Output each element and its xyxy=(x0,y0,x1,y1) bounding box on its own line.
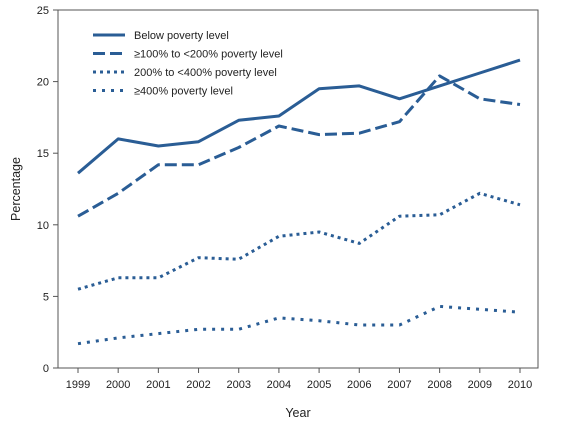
series-line xyxy=(77,74,521,218)
y-tick-label: 10 xyxy=(37,220,49,232)
x-tick-label: 2010 xyxy=(508,379,532,391)
x-tick-label: 2006 xyxy=(347,379,371,391)
y-tick-label: 20 xyxy=(37,77,49,89)
series-1 xyxy=(77,58,521,175)
x-tick-label: 2008 xyxy=(427,379,451,391)
y-axis-title: Percentage xyxy=(9,157,23,221)
legend-label: 200% to <400% poverty level xyxy=(134,67,277,79)
x-tick-label: 2002 xyxy=(186,379,210,391)
legend: Below poverty level ≥100% to <200% povert… xyxy=(93,30,283,98)
x-tick-label: 2004 xyxy=(267,379,291,391)
series-4 xyxy=(77,304,521,346)
series-2 xyxy=(77,74,521,218)
legend-label: Below poverty level xyxy=(134,30,229,42)
plot-frame xyxy=(57,9,539,369)
x-tick-label: 2009 xyxy=(468,379,492,391)
y-tick-label: 5 xyxy=(43,291,49,303)
x-tick-label: 2000 xyxy=(106,379,130,391)
y-tick-label: 25 xyxy=(37,5,49,17)
x-tick-label: 2001 xyxy=(146,379,170,391)
series-line xyxy=(77,58,521,175)
series-3 xyxy=(77,191,521,291)
y-tick-label: 0 xyxy=(43,363,49,375)
y-tick-label: 15 xyxy=(37,148,49,160)
legend-label: ≥100% to <200% poverty level xyxy=(134,49,283,61)
series-line xyxy=(77,191,521,291)
x-axis: 1999 2000 2001 2002 2003 2004 2005 2006 2007 2008… xyxy=(66,368,532,391)
x-axis-title: Year xyxy=(285,406,310,420)
legend-label: ≥400% poverty level xyxy=(134,86,233,98)
series-line xyxy=(77,304,521,346)
x-tick-label: 2005 xyxy=(307,379,331,391)
x-tick-label: 2003 xyxy=(226,379,250,391)
x-tick-label: 1999 xyxy=(66,379,90,391)
plot-border xyxy=(57,9,539,369)
series-lines xyxy=(77,58,521,346)
x-tick-label: 2007 xyxy=(387,379,411,391)
y-axis: 0 5 10 15 20 25 xyxy=(37,5,58,375)
